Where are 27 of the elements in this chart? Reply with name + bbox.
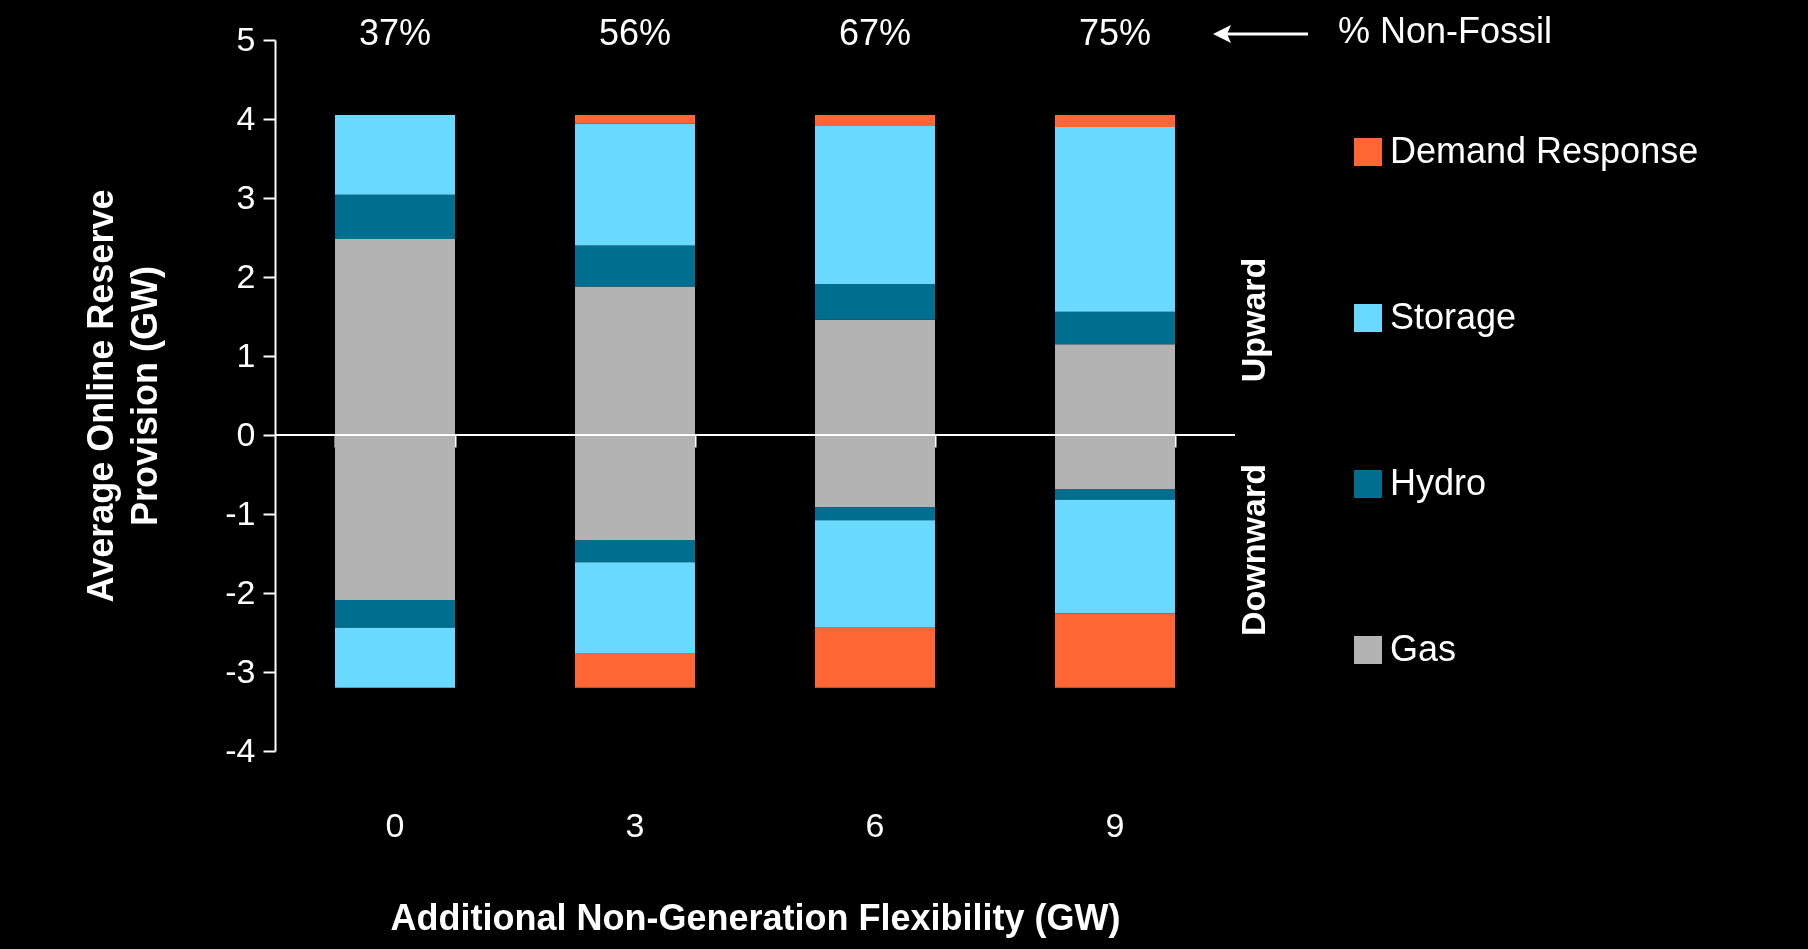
legend-label: Gas <box>1390 628 1457 669</box>
x-tick-label: 3 <box>625 805 645 844</box>
y-tick-label: 4 <box>236 98 256 137</box>
y-tick-label: 0 <box>236 414 256 453</box>
y-tick-label: 5 <box>236 19 256 58</box>
text: % Non-Fossil <box>1338 10 1553 51</box>
annotation: Downward <box>1234 464 1272 636</box>
y-axis-title: Average Online Reserve Provision (GW) <box>80 189 166 603</box>
y-tick-label: 1 <box>236 335 256 374</box>
y-tick-label: -4 <box>225 730 256 769</box>
annotation: Upward <box>1234 257 1272 383</box>
y-tick-label: -1 <box>225 493 256 532</box>
annotation: 75% <box>1078 12 1152 53</box>
y-tick-label: -3 <box>225 651 256 690</box>
annotation: 56% <box>598 12 672 53</box>
x-tick-label: 0 <box>385 805 405 844</box>
y-tick-label: 2 <box>236 256 256 295</box>
x-axis-title: Additional Non-Generation Flexibility (GW) <box>390 896 1121 938</box>
x-tick-label: 6 <box>865 805 885 844</box>
y-tick-label: 3 <box>236 177 256 216</box>
annotation: 67% <box>838 12 912 53</box>
legend-label: Demand Response <box>1390 130 1699 171</box>
legend-label: Hydro <box>1390 462 1487 503</box>
legend-label: Storage <box>1390 296 1517 337</box>
y-tick-label: -2 <box>225 572 256 611</box>
x-tick-label: 9 <box>1105 805 1125 844</box>
annotation: 37% <box>358 12 432 53</box>
